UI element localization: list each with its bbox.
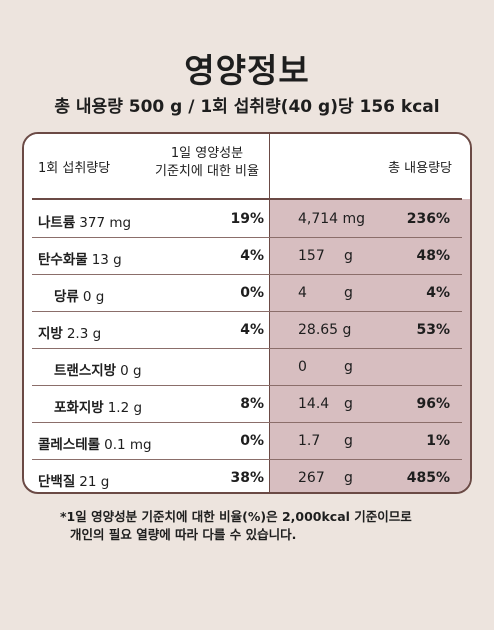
nutrient-name: 당류 0 g	[54, 285, 104, 305]
nutrient-amount: 2.3 g	[66, 326, 102, 342]
table-row: 당류 0 g 0% 4 g 4%	[24, 275, 470, 312]
nutrient-amount: 1.2 g	[107, 400, 143, 416]
total-unit: g	[344, 470, 353, 486]
daily-value-percent: 0%	[240, 285, 264, 301]
row-divider	[32, 311, 462, 312]
total-header: 총 내용량당	[388, 161, 452, 176]
nutrient-label: 단백질	[38, 474, 76, 490]
row-divider	[32, 459, 462, 460]
nutrient-amount: 13 g	[91, 252, 122, 268]
total-amount: 0	[298, 359, 307, 375]
total-unit: g	[344, 396, 353, 412]
row-divider	[32, 348, 462, 349]
nutrient-amount: 21 g	[79, 474, 110, 490]
nutrient-name: 탄수화물 13 g	[38, 248, 122, 268]
serving-summary: 총 내용량 500 g / 1회 섭취량(40 g)당 156 kcal	[54, 97, 440, 117]
nutrient-name: 나트륨 377 mg	[38, 211, 131, 231]
daily-value-percent: 4%	[240, 248, 264, 264]
total-daily-value-percent: 4%	[426, 285, 450, 301]
nutrient-label: 당류	[54, 289, 79, 305]
row-divider	[32, 237, 462, 238]
footnote: *1일 영양성분 기준치에 대한 비율(%)은 2,000kcal 기준이므로 …	[60, 508, 412, 544]
total-unit: g	[344, 359, 353, 375]
nutrient-name: 콜레스테롤 0.1 mg	[38, 433, 152, 453]
page-title: 영양정보	[184, 51, 310, 90]
nutrient-label: 트랜스지방	[54, 363, 117, 379]
daily-value-header-line2: 기준치에 대한 비율	[155, 164, 259, 179]
header-divider	[32, 198, 462, 200]
total-daily-value-percent: 96%	[416, 396, 450, 412]
table-row: 트랜스지방 0 g 0 g	[24, 349, 470, 386]
table-row: 나트륨 377 mg 19% 4,714 mg 236%	[24, 201, 470, 238]
footnote-line1: *1일 영양성분 기준치에 대한 비율(%)은 2,000kcal 기준이므로	[60, 509, 412, 524]
total-amount: 14.4	[298, 396, 330, 412]
total-column-background	[270, 199, 470, 492]
nutrient-amount: 0 g	[120, 363, 142, 379]
nutrient-name: 단백질 21 g	[38, 470, 109, 490]
nutrient-amount: 377 mg	[79, 215, 132, 231]
nutrient-label: 탄수화물	[38, 252, 88, 268]
total-amount: 4,714 mg	[298, 211, 366, 227]
table-header: 1회 섭취량당 1일 영양성분 기준치에 대한 비율 총 내용량당	[24, 134, 470, 198]
serving-header: 1회 섭취량당	[38, 161, 111, 176]
daily-value-percent: 19%	[230, 211, 264, 227]
daily-value-percent: 38%	[230, 470, 264, 486]
total-amount: 1.7	[298, 433, 321, 449]
total-amount: 157	[298, 248, 325, 264]
total-daily-value-percent: 48%	[416, 248, 450, 264]
total-daily-value-percent: 236%	[406, 211, 450, 227]
daily-value-percent: 8%	[240, 396, 264, 412]
total-amount: 4	[298, 285, 307, 301]
table-row: 포화지방 1.2 g 8% 14.4 g 96%	[24, 386, 470, 423]
nutrient-amount: 0.1 mg	[104, 437, 152, 453]
table-row: 탄수화물 13 g 4% 157 g 48%	[24, 238, 470, 275]
total-unit: g	[344, 433, 353, 449]
nutrient-name: 포화지방 1.2 g	[54, 396, 142, 416]
total-daily-value-percent: 485%	[406, 470, 450, 486]
daily-value-percent: 0%	[240, 433, 264, 449]
nutrient-label: 지방	[38, 326, 63, 342]
nutrient-name: 지방 2.3 g	[38, 322, 101, 342]
footnote-line2: 개인의 필요 열량에 따라 다를 수 있습니다.	[70, 527, 297, 542]
row-divider	[32, 274, 462, 275]
total-daily-value-percent: 1%	[426, 433, 450, 449]
nutrient-label: 콜레스테롤	[38, 437, 101, 453]
nutrient-name: 트랜스지방 0 g	[54, 359, 142, 379]
total-unit: g	[344, 248, 353, 264]
table-row: 지방 2.3 g 4% 28.65 g 53%	[24, 312, 470, 349]
total-amount: 267	[298, 470, 325, 486]
nutrition-table: 1회 섭취량당 1일 영양성분 기준치에 대한 비율 총 내용량당 나트륨 377…	[22, 132, 472, 494]
table-row: 단백질 21 g 38% 267 g 485%	[24, 460, 470, 492]
row-divider	[32, 385, 462, 386]
total-amount: 28.65 g	[298, 322, 352, 338]
total-unit: g	[344, 285, 353, 301]
nutrient-label: 포화지방	[54, 400, 104, 416]
table-row: 콜레스테롤 0.1 mg 0% 1.7 g 1%	[24, 423, 470, 460]
total-daily-value-percent: 53%	[416, 322, 450, 338]
nutrient-amount: 0 g	[82, 289, 105, 305]
nutrient-label: 나트륨	[38, 215, 76, 231]
daily-value-header-line1: 1일 영양성분	[170, 146, 244, 161]
column-divider	[269, 134, 270, 492]
daily-value-header: 1일 영양성분 기준치에 대한 비율	[142, 145, 272, 181]
daily-value-percent: 4%	[240, 322, 264, 338]
row-divider	[32, 422, 462, 423]
